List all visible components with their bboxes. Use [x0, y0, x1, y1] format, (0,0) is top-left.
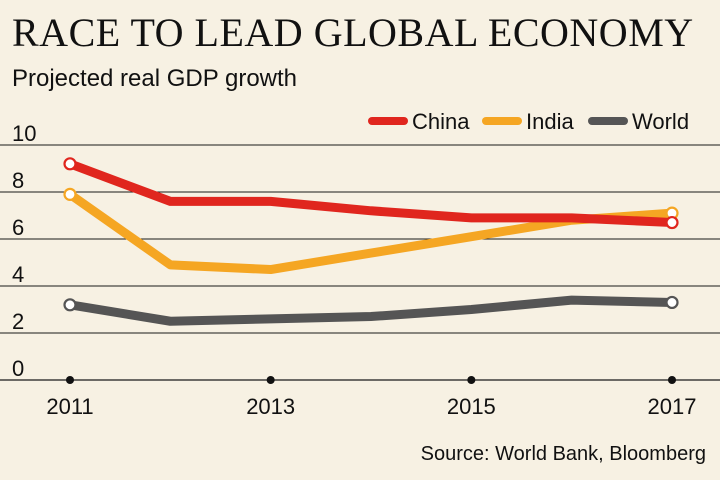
series-point-world: [665, 295, 679, 310]
y-tick-label: 6: [12, 215, 24, 240]
legend-label-world: World: [632, 109, 689, 134]
x-tick-mark: [668, 376, 676, 384]
y-tick-label: 8: [12, 168, 24, 193]
legend-label-china: China: [412, 109, 470, 134]
series-line-world: [65, 295, 677, 326]
legend-label-india: India: [526, 109, 574, 134]
chart-subtitle: Projected real GDP growth: [12, 65, 297, 92]
y-tick-label: 0: [12, 356, 24, 381]
series-point-india: [63, 187, 77, 201]
y-tick-label: 10: [12, 121, 36, 146]
series-point-world: [63, 298, 77, 312]
x-tick-label: 2011: [46, 394, 93, 419]
chart-source: Source: World Bank, Bloomberg: [421, 443, 706, 465]
x-tick-label: 2017: [648, 394, 697, 419]
x-tick-label: 2015: [447, 394, 496, 419]
series-line-india: [65, 189, 677, 275]
y-axis-ticks: 0 2 4 6 8 10: [12, 121, 36, 381]
series-layer: [63, 157, 679, 326]
x-tick-label: 2013: [246, 394, 295, 419]
grid-layer: [0, 144, 720, 381]
legend: China India World: [368, 109, 689, 134]
x-tick-mark: [467, 376, 476, 384]
series-line-china: [65, 159, 677, 228]
y-tick-label: 4: [12, 262, 24, 287]
series-point-china: [63, 157, 77, 171]
series-point-china: [665, 215, 679, 230]
y-tick-label: 2: [12, 309, 24, 334]
x-tick-mark: [66, 376, 74, 384]
chart-title: RACE TO LEAD GLOBAL ECONOMY: [12, 10, 694, 55]
x-axis-ticks: 2011 2013 2015 2017: [46, 376, 696, 419]
x-tick-mark: [266, 376, 275, 384]
